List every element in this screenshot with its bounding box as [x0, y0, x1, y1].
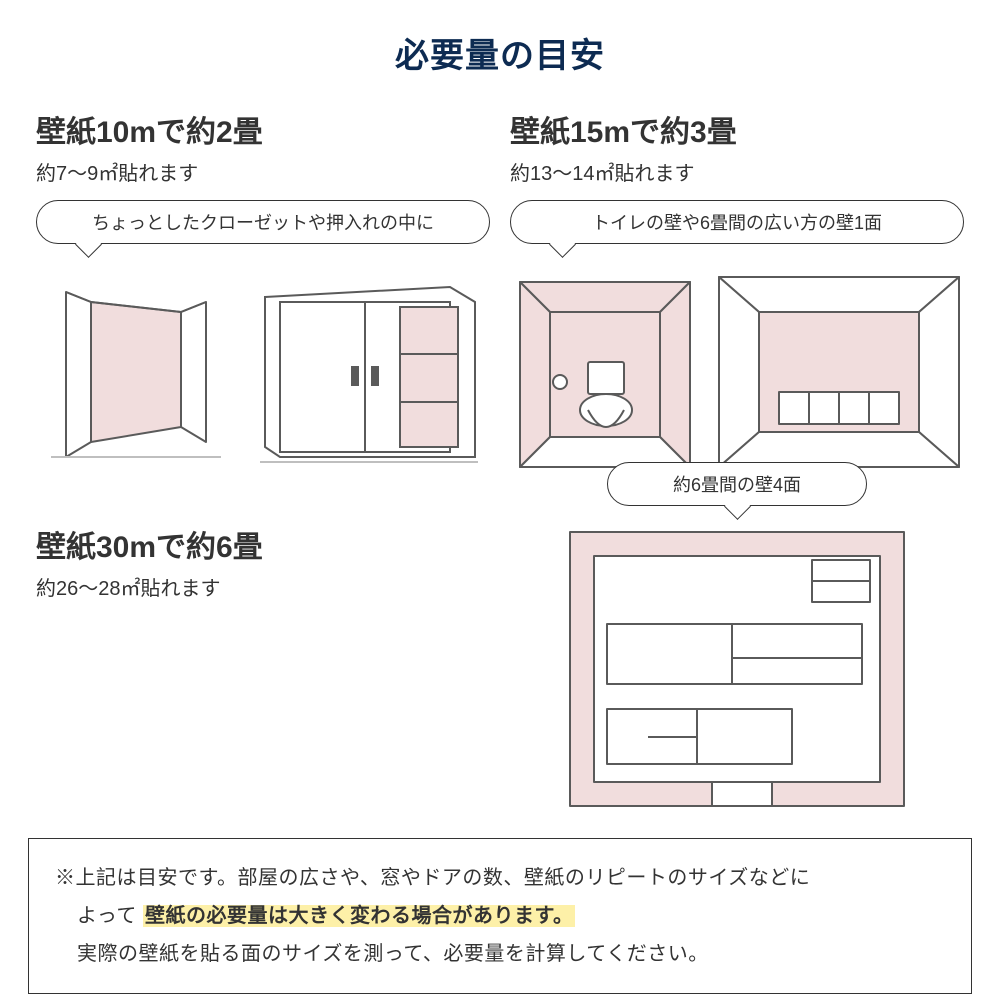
section-15m: 壁紙15mで約3畳 約13～14㎡貼れます トイレの壁や6畳間の広い方の壁1面 — [510, 107, 964, 472]
room-plan-icon — [562, 524, 912, 814]
room-plan-wrap — [510, 524, 964, 814]
section-10m: 壁紙10mで約2畳 約7～9㎡貼れます ちょっとしたクローゼットや押入れの中に — [36, 107, 490, 472]
section-30m-sub: 約26～28㎡貼れます — [36, 572, 490, 601]
section-10m-illustrations — [36, 262, 490, 472]
sections-grid: 壁紙10mで約2畳 約7～9㎡貼れます ちょっとしたクローゼットや押入れの中に — [0, 87, 1000, 814]
section-30m: 壁紙30mで約6畳 約26～28㎡貼れます — [36, 522, 490, 814]
page-title: 必要量の目安 — [0, 0, 1000, 87]
section-10m-title: 壁紙10mで約2畳 — [36, 107, 490, 151]
section-15m-sub: 約13～14㎡貼れます — [510, 157, 964, 186]
section-10m-bubble: ちょっとしたクローゼットや押入れの中に — [36, 200, 490, 244]
section-15m-illustrations — [510, 262, 964, 472]
closet-icon — [36, 272, 236, 472]
footnote-line-2a: よって — [77, 905, 137, 927]
section-30m-bubble: 約6畳間の壁4面 — [607, 462, 867, 506]
section-30m-title: 壁紙30mで約6畳 — [36, 522, 490, 566]
toilet-room-icon — [510, 272, 700, 472]
sliding-door-icon — [250, 272, 480, 472]
footnote-box: ※上記は目安です。部屋の広さや、窓やドアの数、壁紙のリピートのサイズなどに よっ… — [28, 838, 972, 994]
footnote-line-2: よって 壁紙の必要量は大きく変わる場合があります。 — [55, 897, 945, 935]
footnote-highlight: 壁紙の必要量は大きく変わる場合があります。 — [143, 905, 576, 927]
footnote-line-3: 実際の壁紙を貼る面のサイズを測って、必要量を計算してください。 — [55, 935, 945, 973]
room-one-wall-icon — [714, 272, 964, 472]
footnote-line-1: ※上記は目安です。部屋の広さや、窓やドアの数、壁紙のリピートのサイズなどに — [55, 859, 945, 897]
section-30m-illustration-col: 約6畳間の壁4面 — [510, 462, 964, 814]
section-15m-title: 壁紙15mで約3畳 — [510, 107, 964, 151]
section-15m-bubble: トイレの壁や6畳間の広い方の壁1面 — [510, 200, 964, 244]
section-10m-sub: 約7～9㎡貼れます — [36, 157, 490, 186]
